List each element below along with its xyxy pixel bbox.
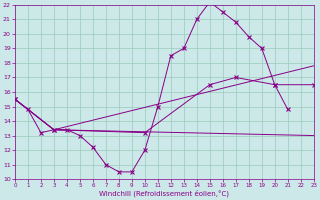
X-axis label: Windchill (Refroidissement éolien,°C): Windchill (Refroidissement éolien,°C): [99, 190, 229, 197]
